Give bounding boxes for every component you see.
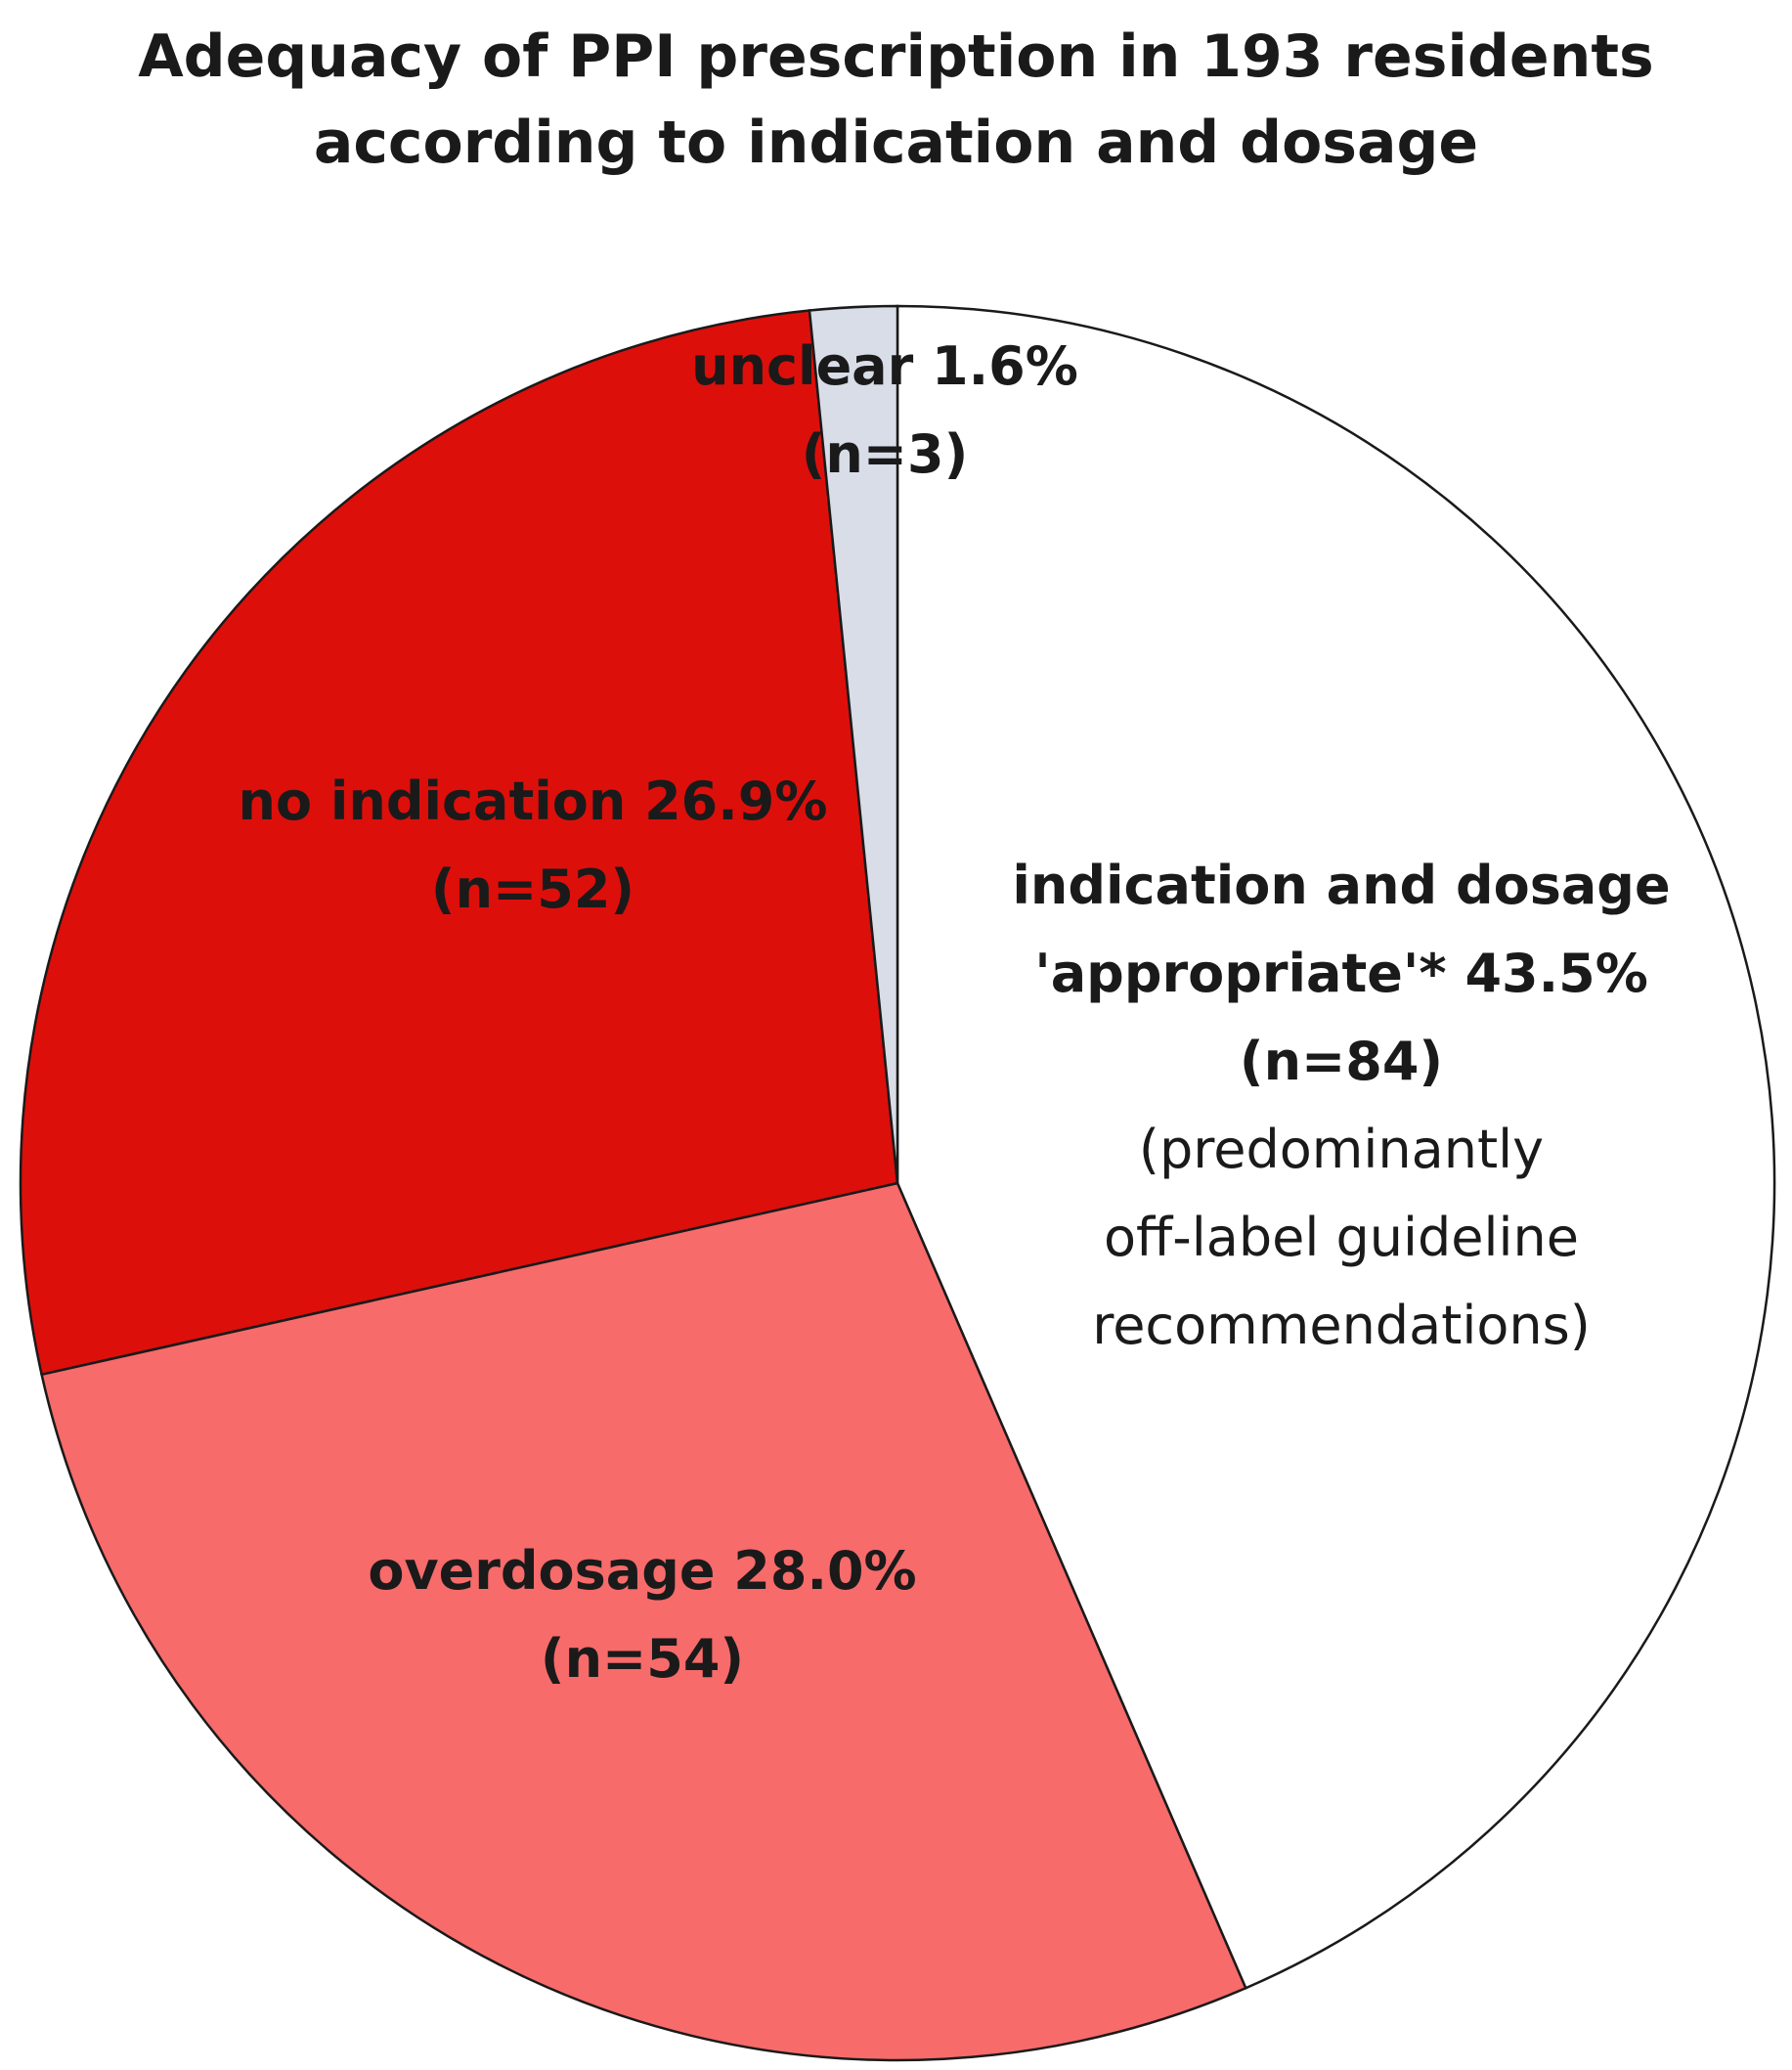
chart-title: Adequacy of PPI prescription in 193 resi… <box>0 14 1792 186</box>
slice-appropriate <box>896 304 1776 1990</box>
slice-label-appropriate-line-2: 'appropriate'* 43.5% <box>1034 943 1648 1004</box>
chart-title-line-2: according to indication and dosage <box>313 109 1479 177</box>
slice-note-appropriate-line-2: off-label guideline <box>1104 1207 1579 1268</box>
slice-label-appropriate-line-1: indication and dosage <box>1012 855 1670 916</box>
slice-label-unclear: unclear 1.6% (n=3) <box>691 335 1078 485</box>
slice-label-no-indication: no indication 26.9% (n=52) <box>239 771 828 920</box>
slice-label-overdosage-line-1: overdosage 28.0% <box>368 1540 916 1602</box>
slice-no-indication <box>19 309 899 1377</box>
chart-title-line-1: Adequacy of PPI prescription in 193 resi… <box>138 22 1654 91</box>
slice-label-appropriate: indication and dosage 'appropriate'* 43.5… <box>1012 855 1670 1356</box>
slice-label-no-indication-line-2: (n=52) <box>431 859 634 920</box>
pie-labels: indication and dosage 'appropriate'* 43.5… <box>239 335 1671 1690</box>
slice-note-appropriate-line-3: recommendations) <box>1092 1295 1591 1356</box>
slice-unclear <box>808 304 899 1184</box>
slice-note-appropriate-line-1: (predominantly <box>1139 1119 1544 1180</box>
pie-slices <box>19 304 1776 2062</box>
slice-label-unclear-line-2: (n=3) <box>802 423 969 485</box>
slice-overdosage <box>40 1181 1247 2062</box>
slice-label-unclear-line-1: unclear 1.6% <box>691 335 1078 397</box>
slice-label-no-indication-line-1: no indication 26.9% <box>239 771 828 832</box>
slice-label-overdosage-line-2: (n=54) <box>541 1628 744 1690</box>
slice-label-overdosage: overdosage 28.0% (n=54) <box>368 1540 916 1690</box>
slice-label-appropriate-line-3: (n=84) <box>1240 1031 1443 1092</box>
